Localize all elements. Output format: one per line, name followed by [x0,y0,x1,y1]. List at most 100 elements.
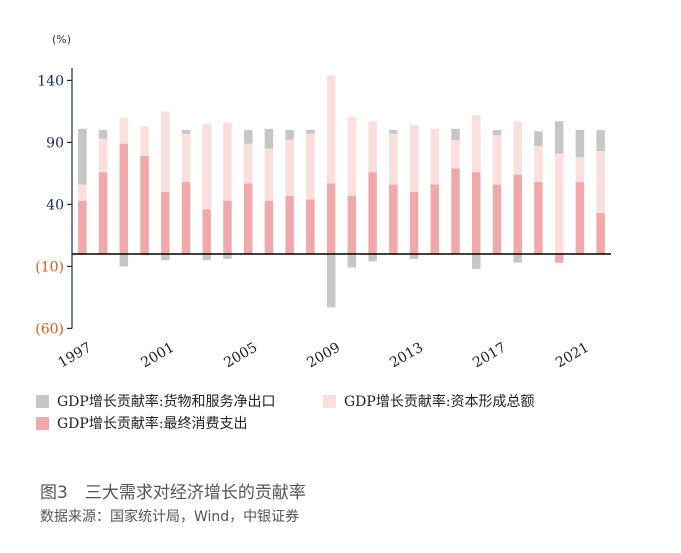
bar-net-exports-2016 [472,254,481,269]
bar-capital-2022 [596,151,605,214]
bar-capital-2008 [306,133,315,200]
x-tick-label: 2021 [553,340,592,372]
bar-net-exports-2019 [534,131,543,147]
bar-net-exports-2013 [409,254,419,259]
bar-consumption-2019 [534,182,543,254]
bar-consumption-2017 [492,184,502,254]
legend-label-final-consumption: GDP增长贡献率:最终消费支出 [57,416,248,432]
bar-consumption-2009 [326,183,336,254]
bar-capital-2005 [243,143,253,184]
x-tick-label: 2005 [221,340,260,372]
bar-capital-1997 [78,184,87,201]
bar-consumption-2011 [368,172,377,254]
y-tick-label: (60) [35,321,64,337]
bar-net-exports-2022 [596,130,605,152]
bar-capital-2002 [181,133,191,183]
y-tick-label: 140 [37,73,64,89]
bar-consumption-2020 [554,254,564,263]
bar-net-exports-2001 [161,254,170,261]
bar-consumption-2002 [181,182,191,254]
bar-consumption-2005 [243,183,253,254]
bar-capital-2016 [472,115,481,173]
bar-net-exports-2004 [223,254,232,259]
bar-net-exports-2020 [554,121,564,154]
bar-consumption-2004 [223,200,232,254]
bar-net-exports-1998 [98,130,108,139]
bar-consumption-2001 [161,192,170,254]
legend-swatch-net-exports [36,394,49,408]
bar-capital-1999 [119,117,129,144]
bar-net-exports-2003 [202,254,211,261]
bar-capital-2009 [326,75,336,184]
chart: (%) 140 90 40 (10) (60) 1997 2001 2005 2009 2013 20… [35,33,611,372]
bar-consumption-1998 [98,172,108,254]
bar-net-exports-2009 [326,254,336,308]
legend-item-final-consumption: GDP增长贡献率:最终消费支出 [36,413,248,433]
bar-capital-1998 [98,138,108,173]
bar-consumption-2013 [409,192,419,254]
y-unit-label: (%) [52,33,71,46]
bar-consumption-2018 [513,174,522,254]
x-tick-label: 2009 [304,340,343,372]
bar-capital-2011 [368,121,377,173]
bar-capital-2013 [409,125,419,192]
legend-item-net-exports: GDP增长贡献率:货物和服务净出口 [36,391,276,411]
bar-consumption-2012 [389,184,398,254]
x-tick-label: 2013 [387,340,426,372]
x-tick-label: 2017 [470,340,509,372]
bar-capital-2007 [285,139,294,196]
bar-net-exports-2006 [264,128,274,149]
legend-item-capital-formation: GDP增长贡献率:资本形成总额 [323,391,535,411]
bar-net-exports-1997 [78,128,87,185]
bar-capital-2018 [513,121,522,175]
bar-capital-2014 [430,128,440,185]
y-tick-label: 40 [46,197,64,213]
bar-consumption-2006 [264,200,274,254]
bar-capital-2012 [389,133,398,185]
legend-label-net-exports: GDP增长贡献率:货物和服务净出口 [57,394,276,410]
bar-consumption-2010 [347,195,357,254]
bar-consumption-2015 [451,168,460,254]
bar-net-exports-2012 [389,130,398,134]
bar-capital-2000 [140,126,149,157]
bar-capital-2019 [534,146,543,183]
bar-capital-2006 [264,148,274,201]
bar-net-exports-2011 [368,254,377,262]
bar-net-exports-2010 [347,254,357,268]
bar-capital-2003 [202,123,211,210]
bar-net-exports-2017 [492,130,502,135]
bar-consumption-2008 [306,199,315,254]
bar-net-exports-2015 [451,128,460,140]
x-tick-label: 2001 [138,340,177,372]
x-tick-label: 1997 [55,340,94,372]
y-tick-label: 90 [46,135,64,151]
bar-capital-2015 [451,139,460,169]
bar-consumption-2003 [202,209,211,254]
bar-consumption-1999 [119,143,129,254]
bar-capital-2021 [575,157,585,183]
source-note: 数据来源：国家统计局，Wind，中银证券 [40,509,300,525]
bar-net-exports-2018 [513,254,522,263]
bar-net-exports-2007 [285,130,294,140]
y-tick-label: (10) [35,259,64,275]
bar-consumption-2007 [285,195,294,254]
bar-net-exports-1999 [119,254,129,267]
bar-consumption-1997 [78,200,87,254]
bar-consumption-2021 [575,182,585,254]
bar-net-exports-2021 [575,130,585,158]
bar-consumption-2000 [140,156,149,254]
bar-capital-2010 [347,116,357,196]
bar-net-exports-2008 [306,130,315,134]
legend-swatch-capital-formation [323,394,336,408]
bar-capital-2020 [554,153,564,254]
bar-net-exports-2002 [181,130,191,134]
legend-swatch-final-consumption [36,416,49,430]
bar-consumption-2016 [472,172,481,254]
bar-net-exports-2005 [243,130,253,144]
bar-capital-2001 [161,111,170,192]
bar-capital-2004 [223,122,232,201]
bar-consumption-2022 [596,213,605,254]
bar-capital-2017 [492,134,502,185]
figure-caption: 图3 三大需求对经济增长的贡献率 [40,483,306,503]
legend-label-capital-formation: GDP增长贡献率:资本形成总额 [344,394,535,410]
